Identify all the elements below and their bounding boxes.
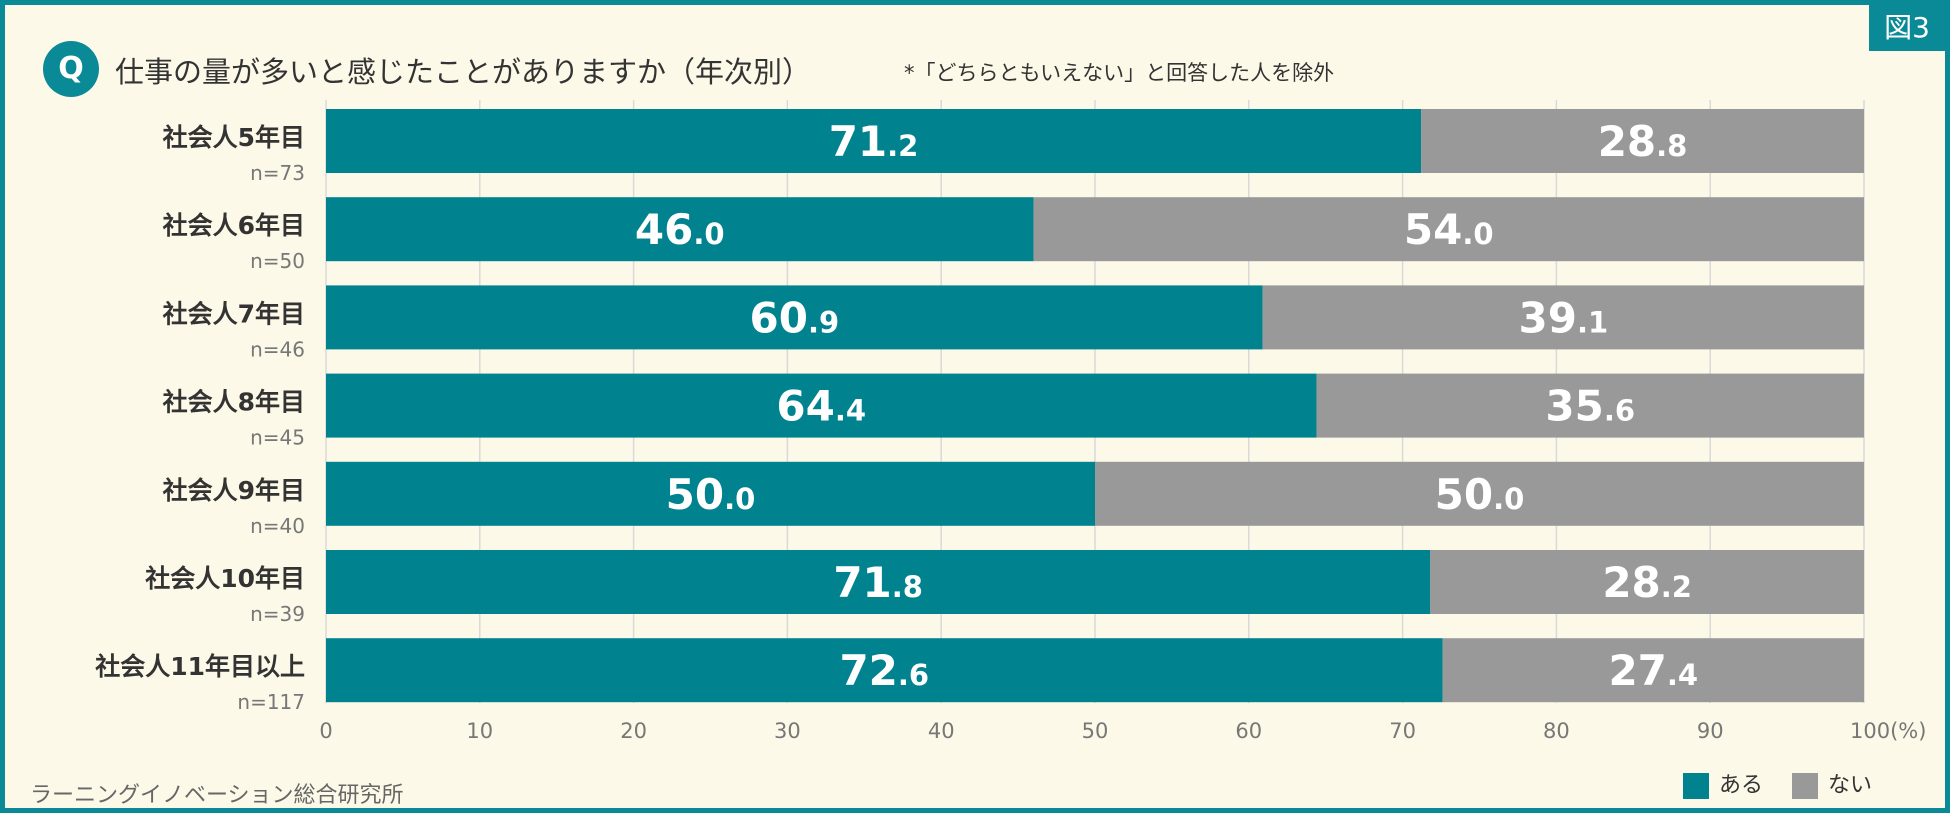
- x-tick-label: 0: [319, 719, 332, 743]
- data-label: 46.0: [635, 205, 725, 254]
- bar-nai: [1421, 109, 1864, 173]
- category-label: 社会人8年目: [163, 388, 305, 417]
- bar-nai: [1316, 373, 1864, 438]
- bar-aru: [326, 285, 1263, 350]
- data-label: 71.8: [833, 558, 923, 607]
- bar-aru: [326, 638, 1443, 703]
- chart-note: *「どちらともいえない」と回答した人を除外: [904, 61, 1335, 85]
- legend-label-aru: ある: [1719, 773, 1764, 798]
- category-label: 社会人5年目: [163, 123, 305, 152]
- bar-nai: [1442, 638, 1864, 703]
- x-tick-label: 90: [1697, 719, 1724, 743]
- bar-nai: [1262, 285, 1864, 350]
- bar-aru: [326, 373, 1317, 438]
- bar-aru: [326, 461, 1095, 526]
- x-tick-label: 50: [1082, 719, 1109, 743]
- chart-title: 仕事の量が多いと感じたことがありますか（年次別）: [115, 55, 812, 89]
- x-tick-label: 30: [774, 719, 801, 743]
- bar-aru: [326, 197, 1034, 262]
- bar-nai: [1033, 197, 1864, 262]
- x-tick-label: 70: [1389, 719, 1416, 743]
- sample-size-label: n=46: [250, 337, 305, 361]
- sample-size-label: n=73: [250, 161, 305, 185]
- sample-size-label: n=40: [250, 514, 305, 538]
- x-tick-label: 20: [620, 719, 647, 743]
- data-label: 28.2: [1602, 558, 1692, 607]
- data-label: 50.0: [1435, 470, 1525, 519]
- bar-nai: [1430, 550, 1864, 614]
- data-label: 72.6: [839, 646, 929, 695]
- bar-aru: [326, 109, 1422, 173]
- sample-size-label: n=50: [250, 249, 305, 273]
- legend-label-nai: ない: [1828, 773, 1873, 798]
- legend-item-aru: ある: [1683, 767, 1763, 799]
- category-label: 社会人9年目: [163, 476, 305, 505]
- category-label: 社会人10年目: [145, 564, 305, 593]
- legend: ある ない: [1683, 767, 1894, 799]
- data-label: 50.0: [666, 470, 756, 519]
- data-label: 35.6: [1545, 382, 1635, 431]
- x-tick-label: 10: [466, 719, 493, 743]
- bar-nai: [1095, 461, 1864, 526]
- sample-size-label: n=117: [237, 690, 305, 714]
- data-label: 39.1: [1518, 293, 1608, 342]
- data-label: 27.4: [1608, 646, 1698, 695]
- data-label: 71.2: [829, 117, 919, 166]
- legend-item-nai: ない: [1792, 767, 1872, 799]
- legend-swatch-nai: [1792, 773, 1819, 799]
- data-label: 64.4: [776, 382, 866, 431]
- question-badge: Q: [43, 41, 99, 97]
- figure-number-badge: 図3: [1869, 5, 1945, 51]
- sample-size-label: n=39: [250, 602, 305, 626]
- legend-swatch-aru: [1683, 773, 1709, 799]
- data-label: 54.0: [1404, 205, 1494, 254]
- category-label: 社会人7年目: [163, 299, 305, 328]
- sample-size-label: n=45: [250, 426, 305, 450]
- x-tick-label: 100(%): [1850, 719, 1926, 743]
- data-label: 28.8: [1598, 117, 1688, 166]
- bar-aru: [326, 550, 1431, 614]
- category-label: 社会人11年目以上: [95, 652, 305, 681]
- x-tick-label: 60: [1235, 719, 1262, 743]
- x-tick-label: 40: [928, 719, 955, 743]
- data-label: 60.9: [749, 293, 839, 342]
- x-tick-label: 80: [1543, 719, 1570, 743]
- category-label: 社会人6年目: [163, 211, 305, 240]
- source-credit: ラーニングイノベーション総合研究所: [30, 783, 404, 808]
